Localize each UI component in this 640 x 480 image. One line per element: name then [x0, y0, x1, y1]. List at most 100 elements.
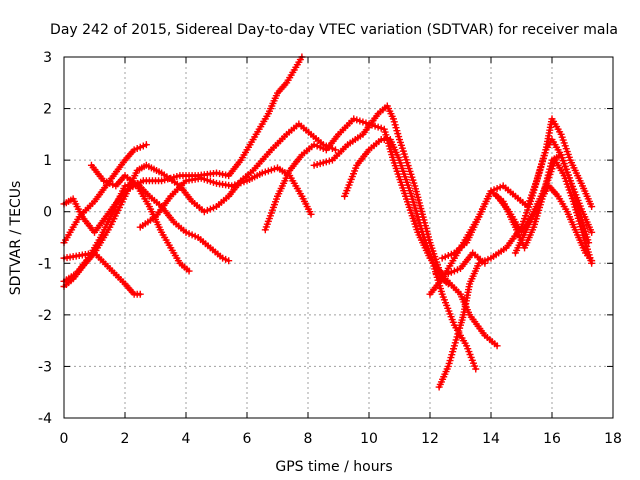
y-tick-label: -4 [38, 411, 52, 427]
plus-marker [450, 267, 458, 275]
plus-marker [185, 230, 193, 238]
y-axis-label: SDTVAR / TECUs [8, 181, 24, 296]
plus-marker [206, 177, 214, 185]
x-tick-label: 12 [421, 431, 439, 447]
plus-marker [109, 181, 117, 189]
plus-marker [203, 176, 211, 184]
y-tick-label: 2 [43, 102, 52, 118]
plus-marker [173, 172, 181, 180]
plus-marker [267, 166, 275, 174]
plus-marker [130, 146, 138, 154]
plus-marker [441, 253, 449, 261]
x-tick-label: 16 [543, 431, 561, 447]
plus-marker [444, 252, 452, 260]
x-tick-label: 14 [482, 431, 500, 447]
plus-marker [206, 205, 214, 213]
axis-ticks [63, 56, 614, 419]
plus-marker [313, 160, 321, 168]
plus-marker [377, 124, 385, 132]
plus-marker [371, 122, 379, 130]
plus-marker [325, 157, 333, 165]
x-tick-labels: 0 2 4 6 8 10 12 14 16 18 [60, 431, 622, 447]
series-markers [511, 182, 596, 265]
plus-marker [197, 174, 205, 182]
y-tick-labels: -4 -3 -2 -1 0 1 2 3 [38, 50, 52, 427]
plus-marker [438, 254, 446, 262]
plus-marker [136, 143, 144, 151]
plus-marker [191, 232, 199, 240]
plus-marker [225, 257, 233, 265]
plus-marker [374, 123, 382, 131]
plus-marker [444, 280, 452, 288]
plus-marker [588, 203, 596, 211]
series-markers [261, 115, 501, 350]
plus-marker [185, 267, 193, 275]
series-markers [310, 102, 452, 288]
chart-title: Day 242 of 2015, Sidereal Day-to-day VTE… [50, 22, 618, 38]
plus-marker [222, 255, 230, 263]
plus-marker [350, 115, 358, 123]
plus-marker [182, 228, 190, 236]
plus-marker [481, 259, 489, 267]
plus-marker [203, 206, 211, 214]
plus-marker [261, 168, 269, 176]
series-markers [60, 141, 150, 247]
data-traces [60, 53, 596, 391]
y-tick-label: -3 [38, 359, 52, 375]
y-tick-label: 1 [43, 153, 52, 169]
plus-marker [588, 228, 596, 236]
plot-frame [63, 56, 614, 419]
x-tick-label: 4 [182, 431, 191, 447]
plus-marker [200, 175, 208, 183]
plus-marker [444, 270, 452, 278]
plus-marker [453, 266, 461, 274]
plus-marker [310, 141, 318, 149]
plus-marker [240, 178, 248, 186]
plus-marker [188, 231, 196, 239]
series-markers [60, 249, 144, 298]
x-tick-label: 18 [604, 431, 622, 447]
x-tick-label: 8 [304, 431, 313, 447]
series-markers [60, 53, 306, 236]
plus-marker [493, 342, 501, 350]
plus-marker [231, 181, 239, 189]
plus-marker [496, 183, 504, 191]
plus-marker [307, 210, 315, 218]
plus-marker [484, 255, 492, 263]
plus-marker [356, 117, 364, 125]
plus-marker [310, 161, 318, 169]
plus-marker [472, 365, 480, 373]
plus-marker [359, 118, 367, 126]
plus-marker [200, 208, 208, 216]
series-markers [426, 151, 596, 298]
plus-marker [588, 257, 596, 265]
plus-marker [142, 141, 150, 149]
plus-marker [353, 116, 361, 124]
plus-marker [100, 177, 108, 185]
plus-marker [228, 182, 236, 190]
plus-marker [313, 142, 321, 150]
plus-marker [331, 146, 339, 154]
plus-marker [234, 180, 242, 188]
plus-marker [447, 268, 455, 276]
x-axis-label: GPS time / hours [275, 459, 392, 475]
plus-marker [158, 177, 166, 185]
plus-marker [136, 290, 144, 298]
plus-marker [475, 259, 483, 267]
plus-marker [319, 159, 327, 167]
plus-marker [219, 254, 227, 262]
y-tick-label: 0 [43, 205, 52, 221]
plus-marker [237, 179, 245, 187]
plus-marker [319, 145, 327, 153]
y-tick-label: 3 [43, 50, 52, 66]
x-tick-label: 6 [243, 431, 252, 447]
plus-marker [258, 169, 266, 177]
plus-marker [493, 185, 501, 193]
plus-marker [209, 178, 217, 186]
y-tick-label: -1 [38, 256, 52, 272]
x-tick-label: 10 [360, 431, 378, 447]
series-line [62, 55, 304, 234]
plus-marker [133, 145, 141, 153]
y-tick-label: -2 [38, 308, 52, 324]
